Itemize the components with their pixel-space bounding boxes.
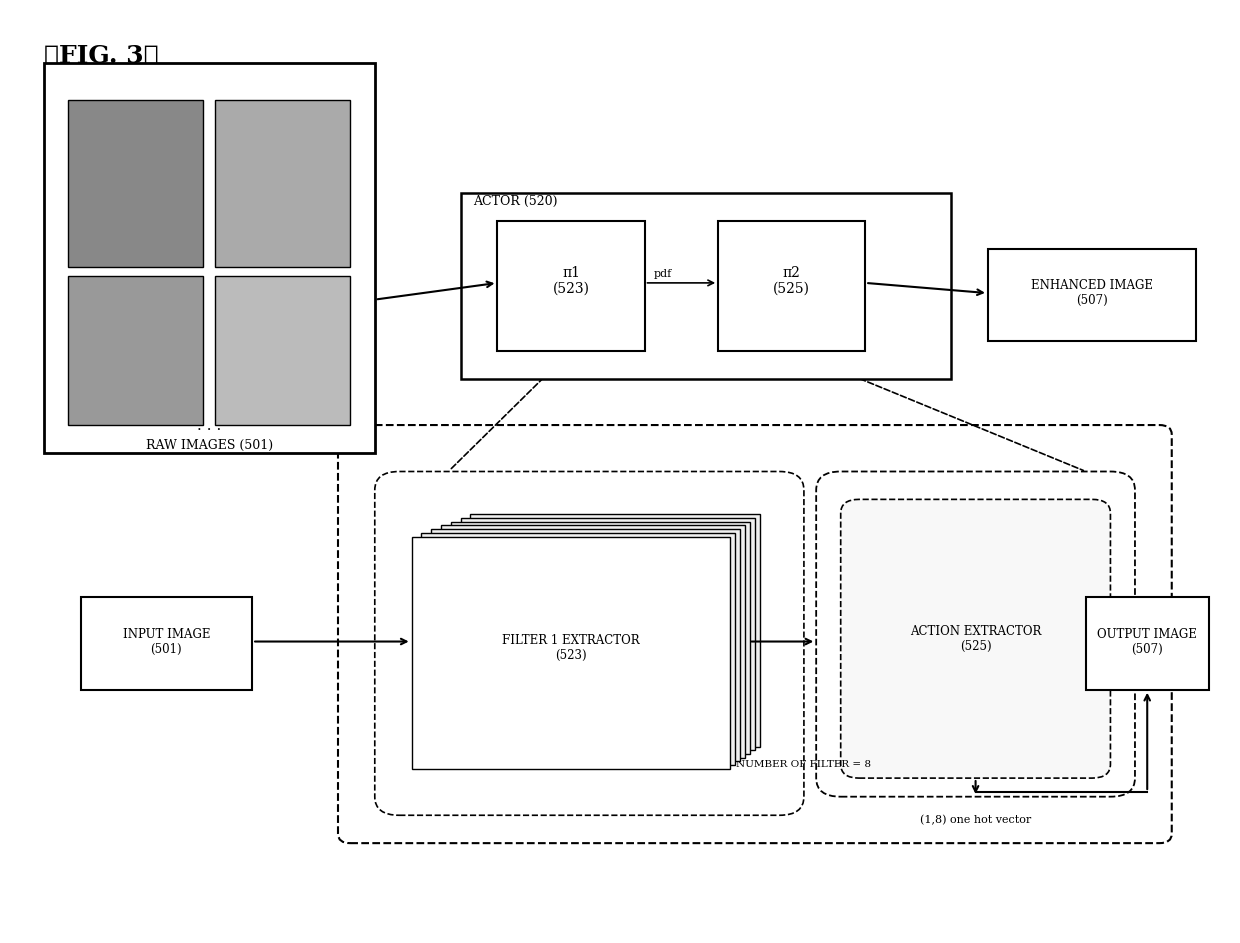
FancyBboxPatch shape [374, 472, 804, 816]
Text: ACTOR (520): ACTOR (520) [472, 194, 557, 207]
FancyBboxPatch shape [451, 521, 750, 754]
Text: ENHANCED IMAGE
(507): ENHANCED IMAGE (507) [1030, 279, 1153, 307]
FancyBboxPatch shape [988, 249, 1197, 341]
Text: ACTION EXTRACTOR
(525): ACTION EXTRACTOR (525) [910, 625, 1042, 653]
Text: (1,8) one hot vector: (1,8) one hot vector [920, 816, 1032, 826]
FancyBboxPatch shape [68, 276, 203, 425]
FancyBboxPatch shape [422, 533, 735, 765]
FancyBboxPatch shape [81, 597, 252, 690]
Text: INPUT IMAGE
(501): INPUT IMAGE (501) [123, 627, 210, 655]
FancyBboxPatch shape [460, 518, 755, 751]
FancyBboxPatch shape [460, 192, 951, 378]
FancyBboxPatch shape [216, 276, 350, 425]
FancyBboxPatch shape [1086, 597, 1209, 690]
Text: FILTER 1 EXTRACTOR
(523): FILTER 1 EXTRACTOR (523) [502, 634, 640, 662]
FancyBboxPatch shape [470, 514, 760, 747]
FancyBboxPatch shape [816, 472, 1135, 797]
Text: OUTPUT IMAGE
(507): OUTPUT IMAGE (507) [1097, 627, 1197, 655]
FancyBboxPatch shape [68, 100, 203, 267]
FancyBboxPatch shape [43, 62, 374, 453]
FancyBboxPatch shape [841, 500, 1111, 778]
FancyBboxPatch shape [497, 221, 645, 351]
Text: RAW IMAGES (501): RAW IMAGES (501) [145, 439, 273, 452]
FancyBboxPatch shape [412, 537, 730, 769]
Text: NUMBER OF FILTER = 8: NUMBER OF FILTER = 8 [737, 759, 872, 769]
Text: π1
(523): π1 (523) [553, 266, 589, 296]
FancyBboxPatch shape [339, 425, 1172, 843]
Text: · · ·: · · · [197, 422, 222, 437]
Text: pdf: pdf [653, 269, 672, 278]
Text: π2
(525): π2 (525) [774, 266, 810, 296]
Text: 【FIG. 3】: 【FIG. 3】 [43, 44, 159, 68]
FancyBboxPatch shape [441, 525, 745, 757]
FancyBboxPatch shape [718, 221, 866, 351]
FancyBboxPatch shape [216, 100, 350, 267]
FancyBboxPatch shape [432, 529, 740, 761]
